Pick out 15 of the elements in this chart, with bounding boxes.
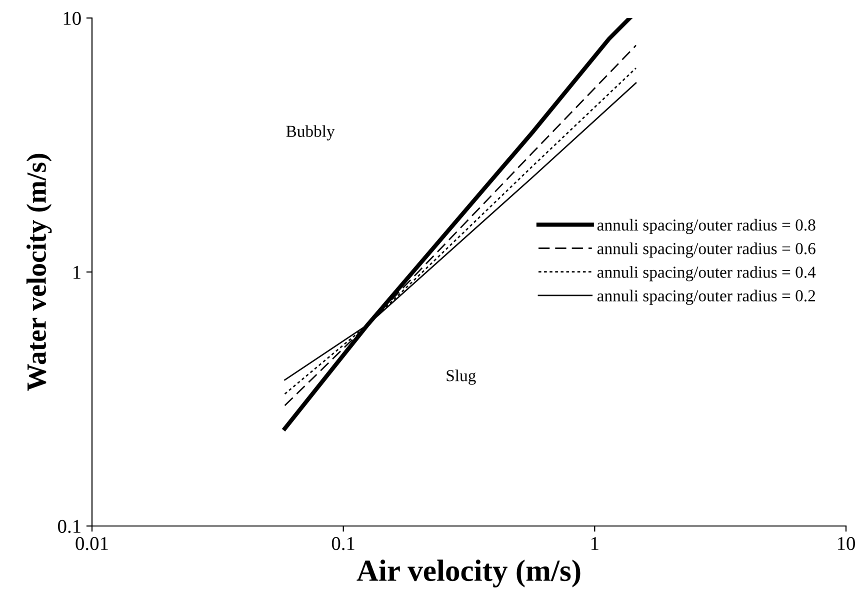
x-tick-label: 1 <box>592 537 598 550</box>
legend-label: annuli spacing/outer radius = 0.6 <box>597 242 816 258</box>
x-axis-title: Air velocity (m/s) <box>356 560 580 588</box>
legend-label: annuli spacing/outer radius = 0.8 <box>597 218 816 234</box>
annotation: Bubbly <box>286 125 335 140</box>
x-tick-label: 10 <box>838 536 855 550</box>
y-tick-label: 1 <box>74 266 80 279</box>
x-tick-label: 0.01 <box>76 536 108 550</box>
legend-label: annuli spacing/outer radius = 0.2 <box>597 290 815 305</box>
legend-label: annuli spacing/outer radius = 0.4 <box>597 266 816 282</box>
y-tick-label: 10 <box>64 12 81 25</box>
y-axis-title: Water velocity (m/s) <box>26 154 52 391</box>
x-tick-label: 0.1 <box>332 536 354 550</box>
annotation: Slug <box>446 370 476 385</box>
y-tick-label: 0.1 <box>58 520 80 534</box>
